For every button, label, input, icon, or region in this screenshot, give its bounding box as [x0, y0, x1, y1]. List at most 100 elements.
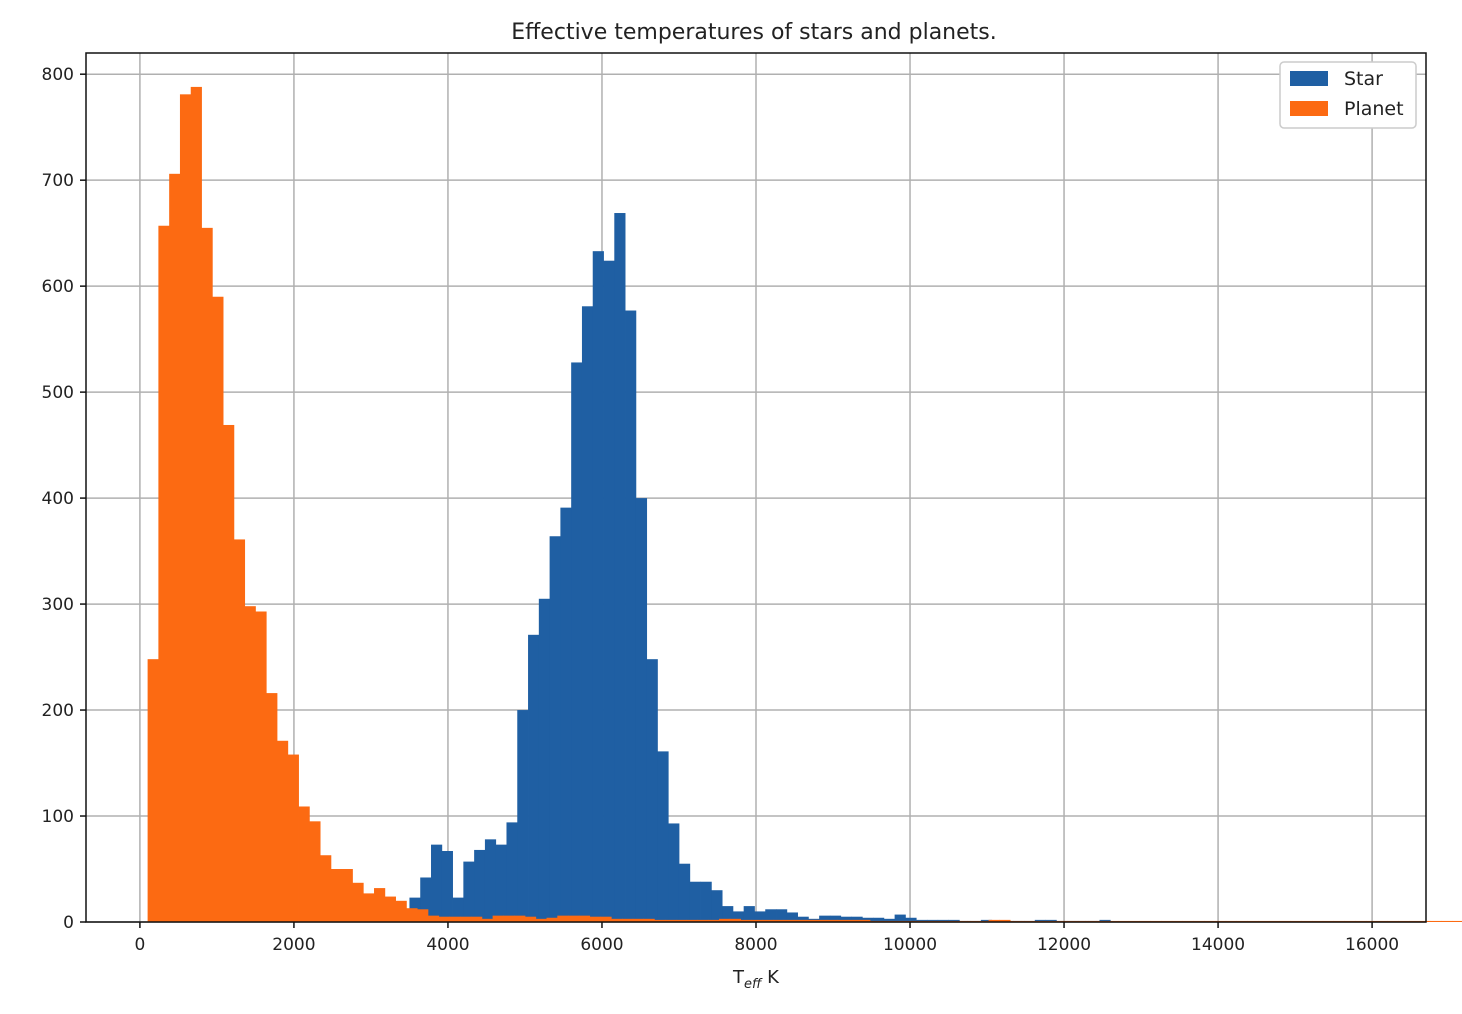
x-tick-label: 14000	[1191, 935, 1245, 955]
x-axis-label-unit: K	[761, 967, 780, 988]
bar-planet	[675, 919, 688, 922]
bar-star	[851, 916, 863, 922]
x-tick-label: 6000	[580, 935, 623, 955]
bar-star	[431, 844, 443, 922]
bar-star	[657, 751, 669, 922]
bar-planet	[751, 919, 763, 922]
histogram-bars	[147, 86, 1462, 923]
bar-planet	[190, 86, 202, 923]
x-tick-label: 2000	[272, 935, 315, 955]
y-tick-label: 500	[42, 383, 74, 403]
bar-planet	[859, 919, 871, 922]
bar-planet	[697, 919, 709, 922]
bar-star	[506, 822, 518, 922]
bar-planet	[568, 915, 580, 922]
bar-planet	[643, 918, 655, 922]
y-tick-label: 400	[42, 489, 74, 509]
bar-star	[873, 917, 885, 922]
bar-planet	[611, 918, 623, 922]
bar-star	[549, 536, 561, 922]
bar-star	[765, 909, 777, 922]
bar-star	[754, 911, 766, 922]
x-axis-label-subscript: eff	[744, 977, 763, 992]
bar-planet	[1452, 920, 1462, 922]
bar-planet	[406, 908, 418, 922]
bar-planet	[826, 919, 839, 922]
bar-planet	[503, 915, 515, 922]
bar-planet	[352, 882, 364, 922]
bar-star	[722, 906, 734, 922]
bar-planet	[600, 916, 612, 922]
x-tick-label: 8000	[734, 935, 777, 955]
bar-planet	[708, 919, 720, 922]
bar-star	[840, 916, 852, 922]
bar-planet	[783, 919, 795, 922]
bar-star	[441, 850, 453, 922]
bar-star	[819, 915, 831, 922]
bar-star	[420, 877, 432, 922]
bar-planet	[524, 916, 537, 922]
bar-planet	[266, 693, 278, 922]
y-tick-label: 300	[42, 595, 74, 615]
bar-planet	[287, 754, 299, 922]
bar-planet	[471, 916, 483, 922]
bar-star	[829, 915, 842, 922]
bar-star	[678, 863, 691, 922]
x-axis-label: Teff K	[732, 967, 780, 992]
bar-star	[592, 251, 604, 923]
bar-planet	[244, 606, 256, 922]
bar-planet	[374, 888, 386, 922]
y-tick-label: 100	[42, 807, 74, 827]
bar-planet	[341, 869, 353, 922]
y-tick-label: 800	[42, 65, 74, 85]
bar-planet	[999, 919, 1011, 922]
bar-planet	[169, 173, 181, 922]
bar-planet	[589, 916, 601, 922]
bar-star	[625, 310, 637, 922]
bar-planet	[438, 916, 450, 922]
axis-ticks: 0 2000 4000 6000 8000 10000 12000 14000 16000 0 10…	[42, 65, 1400, 955]
chart-legend: Star Planet	[1279, 61, 1417, 129]
bar-planet	[762, 919, 774, 922]
bar-planet	[514, 915, 526, 922]
bar-planet	[276, 740, 289, 922]
bar-planet	[298, 806, 310, 922]
x-tick-label: 10000	[883, 935, 937, 955]
bar-planet	[395, 900, 407, 922]
bar-star	[603, 260, 615, 923]
bar-planet	[622, 918, 634, 922]
bar-planet	[1430, 920, 1442, 922]
bar-star	[700, 881, 712, 922]
bar-planet	[719, 918, 731, 922]
y-tick-label: 600	[42, 277, 74, 297]
bar-star	[484, 839, 497, 922]
bar-planet	[772, 919, 785, 922]
bar-star	[743, 906, 755, 922]
bar-star	[571, 362, 583, 922]
bar-star	[883, 918, 896, 922]
bar-star	[614, 213, 626, 922]
bar-star	[517, 710, 529, 922]
x-tick-label: 16000	[1345, 935, 1399, 955]
bar-star	[528, 634, 540, 922]
bar-planet	[665, 919, 677, 922]
bar-star	[668, 823, 680, 922]
bar-planet	[449, 916, 461, 922]
bar-planet	[320, 855, 332, 922]
bar-planet	[578, 915, 591, 922]
legend-label-star: Star	[1344, 68, 1383, 90]
bar-planet	[212, 296, 224, 922]
chart-title: Effective temperatures of stars and plan…	[511, 20, 996, 45]
y-tick-label: 700	[42, 171, 74, 191]
bar-planet	[427, 915, 440, 922]
bar-planet	[794, 919, 806, 922]
bar-planet	[481, 918, 494, 922]
legend-label-planet: Planet	[1344, 98, 1404, 120]
bar-planet	[654, 919, 666, 922]
bar-star	[732, 911, 745, 922]
bar-star	[474, 849, 486, 922]
bar-star	[797, 916, 809, 922]
bar-planet	[535, 918, 547, 922]
